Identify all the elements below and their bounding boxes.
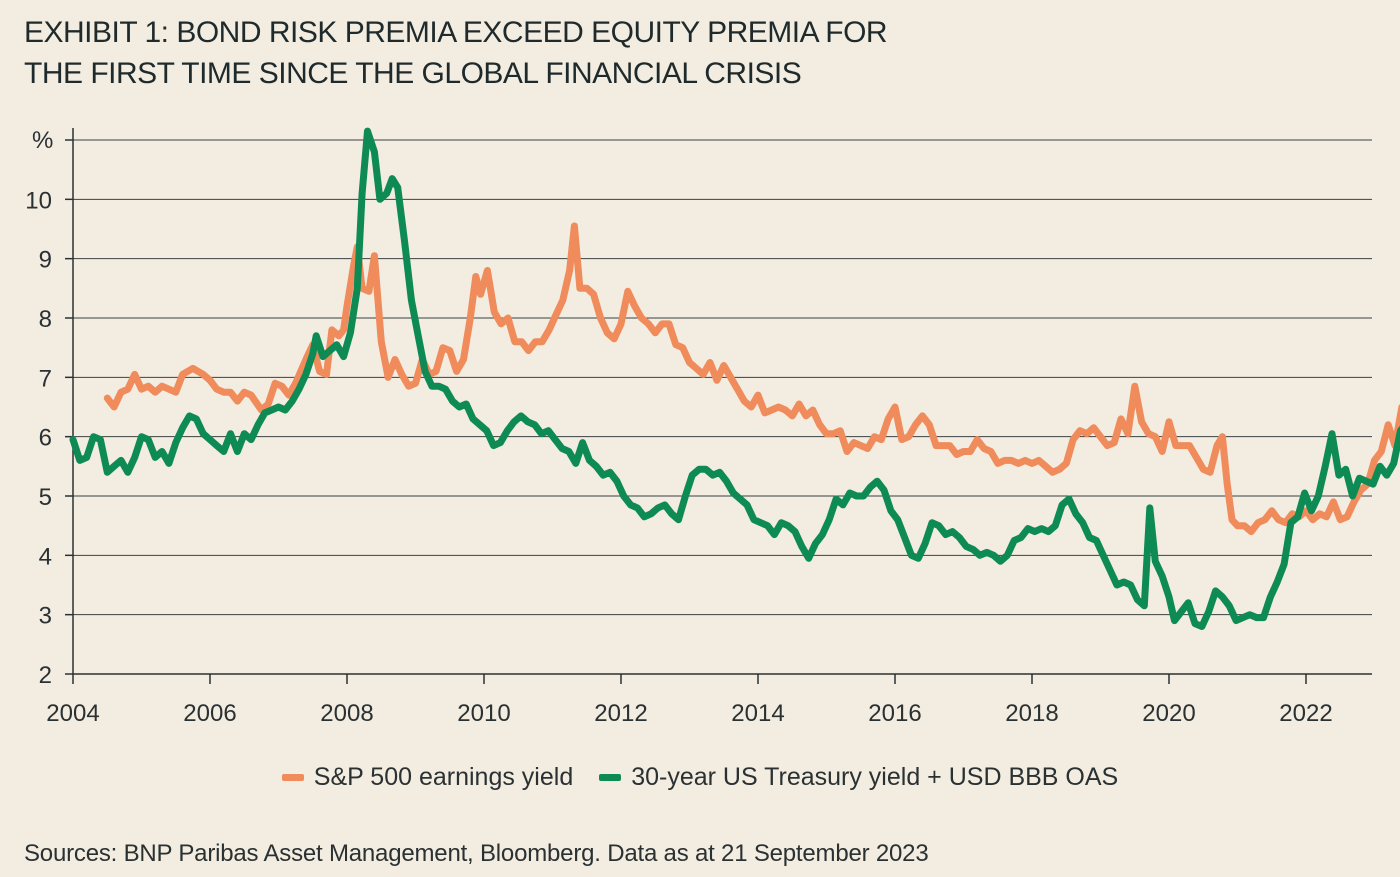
y-tick-label: 9 [39,247,52,274]
chart-title-line-2: THE FIRST TIME SINCE THE GLOBAL FINANCIA… [24,57,802,90]
legend: S&P 500 earnings yield 30-year US Treasu… [0,763,1400,792]
x-tick-label: 2020 [1142,700,1195,727]
legend-item-bond-yield: 30-year US Treasury yield + USD BBB OAS [599,763,1118,792]
gridlines [65,139,1372,675]
x-tick-label: 2018 [1005,700,1058,727]
x-tick-label: 2004 [46,700,99,727]
legend-label-earnings-yield: S&P 500 earnings yield [313,763,574,791]
axes [72,128,1372,675]
y-tick-label: 6 [39,425,52,452]
y-tick-label: 7 [39,365,52,392]
y-tick-label: 2 [39,662,52,689]
chart-title-line-1: EXHIBIT 1: BOND RISK PREMIA EXCEED EQUIT… [24,16,888,49]
x-tick-label: 2010 [457,700,510,727]
y-tick-label: 10 [25,187,52,214]
y-tick-label: 8 [39,306,52,333]
x-tick-label: 2016 [868,700,921,727]
x-tick-label: 2014 [731,700,784,727]
source-note: Sources: BNP Paribas Asset Management, B… [24,840,929,867]
y-tick-labels: 2 3 4 5 6 7 8 9 10 [25,187,52,689]
series-lines [69,127,1400,630]
x-tick-label: 2022 [1279,700,1332,727]
legend-swatch-earnings-yield [281,774,304,781]
chart-title: EXHIBIT 1: BOND RISK PREMIA EXCEED EQUIT… [24,12,1124,94]
legend-item-earnings-yield: S&P 500 earnings yield [281,763,574,792]
series-line-earnings-yield [103,222,1400,536]
x-tick-label: 2008 [320,700,373,727]
series-line-bond-yield [69,127,1400,630]
legend-label-bond-yield: 30-year US Treasury yield + USD BBB OAS [631,763,1119,791]
y-tick-label: 4 [39,543,52,570]
x-tick-labels: 2004 2006 2008 2010 2012 2014 2016 2018 2020 2022 [46,674,1333,727]
x-tick-label: 2006 [183,700,236,727]
y-tick-label: 3 [39,603,52,630]
x-tick-label: 2012 [594,700,647,727]
y-axis-unit-label: % [32,127,53,154]
y-tick-label: 5 [39,484,52,511]
legend-swatch-bond-yield [599,774,622,781]
